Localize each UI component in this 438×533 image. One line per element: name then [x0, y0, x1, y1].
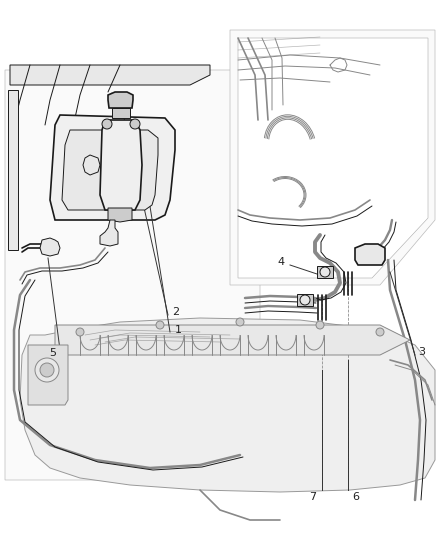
Polygon shape [28, 345, 68, 405]
Polygon shape [108, 208, 132, 222]
Polygon shape [317, 266, 333, 278]
Polygon shape [5, 70, 260, 480]
Polygon shape [238, 38, 428, 278]
Polygon shape [100, 220, 118, 246]
Circle shape [35, 358, 59, 382]
Polygon shape [50, 115, 175, 220]
Text: 7: 7 [309, 492, 316, 502]
Polygon shape [355, 244, 385, 265]
Text: 6: 6 [352, 492, 359, 502]
Circle shape [376, 328, 384, 336]
Circle shape [40, 363, 54, 377]
Circle shape [156, 321, 164, 329]
Polygon shape [62, 130, 158, 210]
Text: 2: 2 [172, 307, 179, 317]
Text: 5: 5 [49, 348, 56, 358]
Circle shape [130, 119, 140, 129]
Text: 3: 3 [418, 347, 425, 357]
Circle shape [236, 318, 244, 326]
Polygon shape [297, 294, 313, 306]
Text: 4: 4 [278, 257, 285, 267]
Polygon shape [40, 238, 60, 256]
Polygon shape [20, 318, 435, 492]
Circle shape [300, 295, 310, 305]
Circle shape [320, 267, 330, 277]
Polygon shape [230, 30, 435, 285]
Circle shape [316, 321, 324, 329]
Circle shape [76, 328, 84, 336]
Polygon shape [83, 155, 100, 175]
Polygon shape [108, 92, 133, 108]
Polygon shape [112, 108, 130, 118]
Circle shape [102, 119, 112, 129]
Polygon shape [55, 325, 410, 355]
Polygon shape [10, 65, 210, 85]
Text: 1: 1 [175, 325, 182, 335]
Polygon shape [100, 120, 142, 210]
Polygon shape [8, 90, 18, 250]
